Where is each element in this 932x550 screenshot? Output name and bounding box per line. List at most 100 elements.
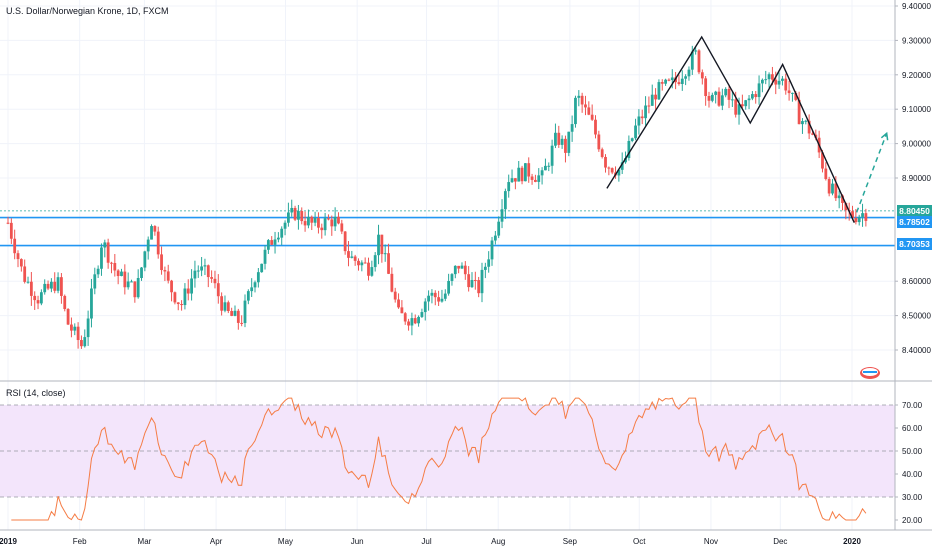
candle-body: [537, 175, 541, 182]
candle-body: [801, 121, 804, 125]
rsi-series-line: [11, 397, 867, 521]
candle-body: [226, 302, 230, 312]
candle-body: [574, 97, 577, 125]
candle-body: [230, 311, 234, 316]
candle-body: [417, 316, 420, 324]
zigzag-pattern-line: [606, 35, 855, 224]
candle-body: [700, 72, 704, 79]
candle-body: [290, 207, 294, 213]
candle-body: [483, 266, 487, 270]
candle-body: [387, 253, 390, 274]
candle-body: [80, 340, 83, 347]
candle-body: [503, 191, 507, 210]
candle-body: [760, 79, 764, 84]
candle-body: [624, 158, 627, 163]
candle-body: [283, 222, 287, 229]
candle-body: [737, 104, 741, 115]
candle-body: [19, 259, 23, 267]
candle-body: [667, 79, 671, 81]
candle-body: [637, 116, 641, 126]
candle-body: [377, 234, 380, 256]
candle-body: [570, 124, 574, 132]
candle-body: [677, 82, 681, 84]
candle-body: [580, 95, 584, 105]
candle-body: [196, 270, 200, 272]
candle-body: [216, 283, 220, 297]
candle-body: [857, 216, 861, 223]
candle-body: [313, 218, 317, 223]
price-tick-label: 8.40000: [902, 346, 931, 355]
rsi-tick-label: 20.00: [902, 516, 923, 525]
candle-body: [213, 278, 217, 284]
candle-body: [597, 134, 601, 150]
candle-body: [791, 92, 794, 94]
candle-body: [413, 318, 417, 324]
candle-body: [684, 76, 688, 79]
price-tick-label: 8.60000: [902, 277, 931, 286]
candle-body: [487, 259, 491, 267]
candle-body: [200, 266, 204, 271]
candle-body: [547, 165, 551, 167]
price-tick-label: 9.10000: [902, 105, 931, 114]
candle-body: [400, 307, 404, 314]
candle-body: [523, 163, 527, 182]
candle-body: [437, 297, 441, 302]
time-tick-label: May: [278, 537, 293, 546]
candle-body: [96, 268, 100, 275]
price-tick-label: 8.90000: [902, 174, 931, 183]
candle-body: [527, 163, 531, 177]
candle-body: [647, 105, 651, 107]
rsi-tick-label: 70.00: [902, 401, 923, 410]
candle-body: [373, 255, 377, 268]
rsi-tick-label: 60.00: [902, 424, 923, 433]
candle-body: [423, 301, 427, 313]
candle-body: [587, 107, 591, 115]
candle-body: [133, 281, 137, 298]
candle-body: [550, 145, 554, 166]
time-tick-label: Mar: [138, 537, 152, 546]
candle-body: [577, 95, 581, 98]
candle-body: [644, 105, 647, 119]
candle-body: [704, 78, 708, 97]
candle-body: [293, 207, 297, 220]
rsi-tick-label: 30.00: [902, 493, 923, 502]
candle-body: [831, 183, 834, 194]
candle-body: [687, 69, 691, 77]
rsi-band: [0, 404, 895, 498]
candle-body: [60, 277, 63, 296]
candle-body: [607, 167, 611, 169]
candle-body: [246, 291, 250, 301]
candle-body: [383, 253, 387, 255]
time-tick-label: Dec: [773, 537, 787, 546]
candle-body: [327, 218, 330, 220]
candle-body: [473, 279, 477, 281]
candle-body: [49, 281, 53, 289]
candle-body: [730, 99, 734, 101]
time-tick-label: Aug: [491, 537, 505, 546]
candle-body: [150, 226, 153, 240]
candle-body: [353, 256, 357, 261]
price-tick-label: 9.20000: [902, 71, 931, 80]
candle-body: [634, 125, 637, 139]
candle-body: [393, 291, 397, 300]
candle-body: [307, 216, 310, 226]
candle-body: [220, 296, 224, 311]
candle-body: [821, 152, 824, 169]
candle-body: [223, 302, 227, 311]
candle-body: [6, 222, 10, 224]
candle-body: [664, 79, 667, 84]
candle-body: [777, 80, 781, 85]
candle-body: [56, 277, 60, 291]
candle-body: [180, 304, 183, 306]
candle-body: [143, 251, 147, 268]
candle-body: [861, 213, 864, 217]
candle-body: [427, 295, 430, 302]
candle-body: [540, 170, 544, 176]
candle-body: [781, 78, 784, 81]
candle-body: [243, 300, 247, 324]
price-label-level-2: 8.70353: [897, 238, 932, 250]
candle-body: [240, 322, 244, 324]
candle-body: [256, 272, 260, 283]
candle-body: [337, 216, 340, 224]
candle-body: [560, 138, 564, 145]
